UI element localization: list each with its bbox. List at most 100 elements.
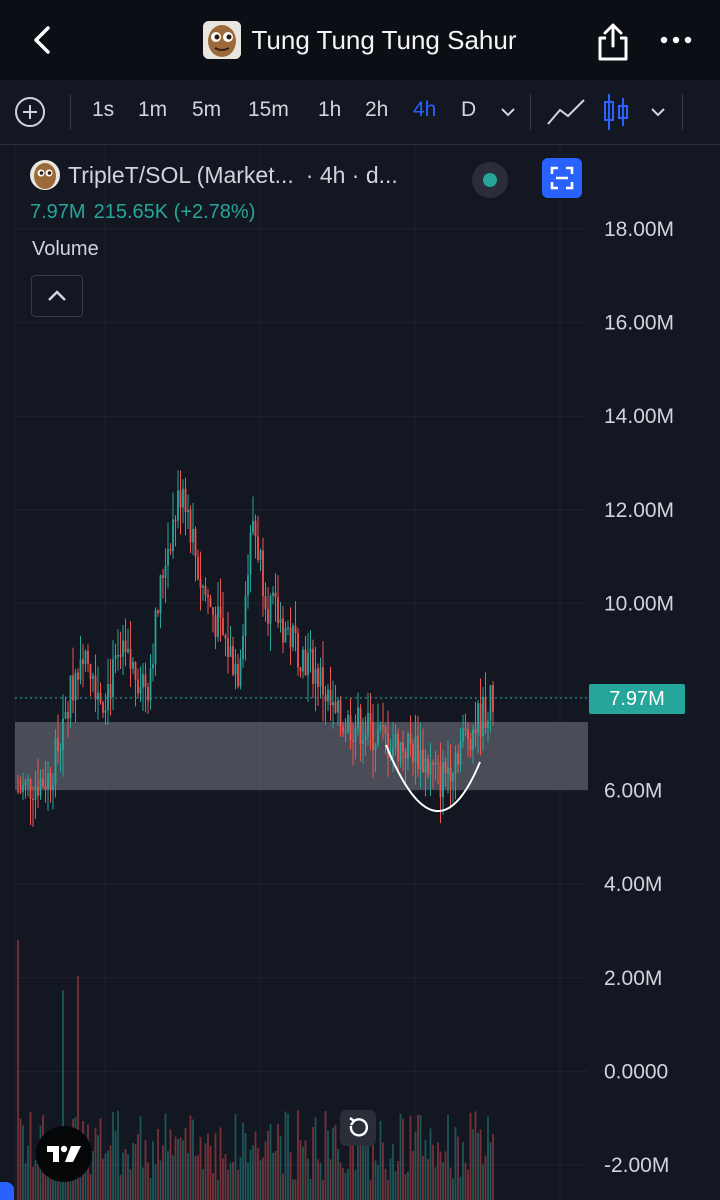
candlestick-icon[interactable] [602, 92, 630, 132]
volume-bar [479, 1129, 482, 1200]
volume-bar [447, 1114, 449, 1200]
candle-body [137, 679, 139, 694]
legend-symbol-row[interactable]: TripleT/SOL (Market... · 4h · d... [30, 160, 398, 190]
volume-bar [344, 1172, 347, 1200]
candle-body [344, 731, 347, 734]
candle-body [202, 585, 204, 588]
candle-body [282, 618, 284, 643]
market-status-icon [472, 162, 508, 198]
candle-body [394, 733, 397, 748]
volume-bar [152, 1141, 154, 1200]
candle-body [84, 650, 87, 664]
volume-bar [372, 1111, 374, 1200]
volume-bar [114, 1130, 117, 1200]
volume-bar [434, 1167, 437, 1200]
candle-body [297, 633, 299, 668]
volume-bar [427, 1159, 429, 1200]
chevron-up-icon[interactable] [31, 275, 83, 317]
candle-body [207, 594, 209, 598]
volume-bar [49, 1173, 52, 1200]
volume-bar [349, 1144, 352, 1200]
timeframe-4h[interactable]: 4h [413, 98, 437, 121]
rotate-ccw-icon[interactable] [340, 1110, 376, 1146]
volume-bar [189, 1115, 192, 1200]
candle-body [292, 625, 294, 648]
candle-body [124, 640, 127, 653]
timeframe-2h[interactable]: 2h [365, 98, 389, 121]
volume-label: Volume [32, 238, 99, 260]
volume-bar [117, 1110, 119, 1200]
volume-bar [162, 1145, 164, 1200]
timeframe-1h[interactable]: 1h [318, 98, 342, 121]
chevron-down-icon[interactable] [648, 104, 668, 120]
volume-bar [129, 1169, 132, 1200]
chevron-left-icon[interactable] [24, 22, 60, 58]
candles [17, 470, 494, 827]
volume-bar [304, 1140, 307, 1200]
timeframe-1m[interactable]: 1m [138, 98, 168, 121]
volume-bar [134, 1143, 137, 1200]
timeframe-15m[interactable]: 15m [248, 98, 289, 121]
volume-bar [222, 1158, 224, 1200]
line-chart-icon[interactable] [546, 96, 586, 128]
volume-bar [144, 1140, 147, 1200]
candle-body [34, 786, 37, 800]
candle-body [189, 509, 192, 543]
volume-bar [397, 1161, 399, 1200]
fullscreen-icon[interactable] [542, 158, 582, 198]
candle-body [229, 645, 232, 657]
candle-body [484, 696, 487, 729]
volume-bar [412, 1151, 414, 1200]
volume-bar [102, 1158, 104, 1200]
timeframe-5m[interactable]: 5m [192, 98, 222, 121]
candle-body [364, 734, 367, 740]
volume-bar [399, 1113, 402, 1200]
candle-body [284, 628, 287, 643]
candle-body [294, 625, 297, 634]
volume-bar [212, 1173, 214, 1200]
volume-bar [22, 1125, 24, 1200]
timeframe-1s[interactable]: 1s [92, 98, 115, 121]
candle-body [379, 725, 382, 730]
volume-bar [24, 1163, 27, 1200]
volume-bar [122, 1152, 124, 1200]
timeframe-d[interactable]: D [461, 98, 477, 121]
candle-body [322, 667, 324, 695]
candle-body [352, 740, 354, 742]
volume-bar [459, 1176, 462, 1200]
candle-body [257, 536, 259, 560]
volume-bar [289, 1152, 292, 1200]
candle-body [247, 575, 249, 596]
more-horizontal-icon[interactable] [660, 34, 692, 46]
candle-body [52, 785, 54, 791]
volume-bar [274, 1151, 277, 1200]
candle-body [57, 738, 59, 752]
volume-bar [267, 1130, 269, 1200]
candle-body [157, 610, 159, 614]
candle-body [147, 687, 149, 701]
candle-body [122, 640, 124, 657]
volume-bar [394, 1171, 397, 1200]
candle-body [209, 597, 212, 608]
volume-bar [357, 1146, 359, 1200]
current-price-tag: 7.97M [589, 684, 685, 714]
candle-body [134, 662, 137, 680]
top-bar: Tung Tung Tung Sahur [0, 0, 720, 80]
volume-bar [342, 1168, 344, 1200]
candle-body [307, 652, 309, 676]
candlestick-chart[interactable]: 18.00M 16.00M 14.00M 12.00M 10.00M 6.00M 4.00M… [0, 145, 720, 1200]
volume-bar [204, 1143, 207, 1200]
volume-bar [489, 1142, 492, 1200]
volume-bar [452, 1178, 454, 1200]
volume-bar [159, 1160, 162, 1200]
plus-circle-icon[interactable] [14, 96, 46, 128]
candle-body [342, 726, 344, 733]
candle-body [449, 767, 452, 782]
price-axis: 18.00M 16.00M 14.00M 12.00M 10.00M 6.00M 4.00M… [604, 218, 674, 1177]
chevron-down-icon[interactable] [498, 104, 518, 120]
volume-bar [449, 1167, 452, 1200]
candle-body [372, 722, 374, 751]
share-icon[interactable] [594, 22, 632, 62]
candle-body [404, 752, 407, 759]
volume-bar [419, 1114, 422, 1200]
